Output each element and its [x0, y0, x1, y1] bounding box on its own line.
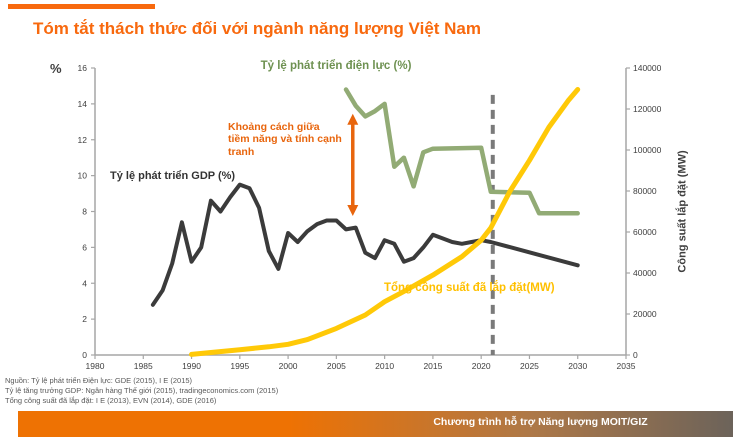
left-tick-label: 14	[78, 99, 88, 109]
x-tick-label: 2000	[279, 361, 298, 371]
footer-bar	[18, 411, 733, 437]
right-tick-label: 140000	[633, 63, 662, 73]
x-tick-label: 1985	[134, 361, 153, 371]
right-tick-label: 40000	[633, 268, 657, 278]
gdp-growth-line	[150, 182, 580, 307]
x-tick-label: 2005	[327, 361, 346, 371]
right-tick-label: 0	[633, 350, 638, 360]
right-axis-title: Công suất lắp đặt (MW)	[676, 150, 689, 273]
left-tick-label: 16	[78, 63, 88, 73]
left-tick-label: 10	[78, 171, 88, 181]
source-note: Nguồn: Tỷ lệ phát triển Điện lực: GDE (2…	[5, 376, 278, 405]
page-title: Tóm tắt thách thức đối với ngành năng lư…	[33, 19, 482, 38]
x-tick-label: 1980	[86, 361, 105, 371]
capacity-series-label: Tổng công suất đã lắp đặt(MW)	[384, 282, 555, 294]
footer-text: Chương trình hỗ trợ Năng lượng MOIT/GIZ	[433, 416, 648, 428]
x-tick-label: 2010	[375, 361, 394, 371]
source-line-3: Tổng công suất đã lắp đặt: I E (2013), E…	[5, 395, 217, 405]
right-tick-label: 100000	[633, 145, 662, 155]
right-tick-label: 80000	[633, 186, 657, 196]
x-tick-label: 1990	[182, 361, 201, 371]
left-tick-label: 6	[82, 242, 87, 252]
gap-arrow-head-up	[347, 113, 359, 125]
electricity-growth-line	[343, 87, 580, 216]
x-tick-label: 2035	[617, 361, 636, 371]
left-tick-label: 12	[78, 135, 88, 145]
left-tick-label: 4	[82, 278, 87, 288]
left-tick-label: 0	[82, 350, 87, 360]
left-axis-unit-label: %	[50, 61, 62, 76]
electricity-series-label: Tỷ lệ phát triển điện lực (%)	[260, 60, 412, 72]
source-line-1: Nguồn: Tỷ lệ phát triển Điện lực: GDE (2…	[5, 376, 193, 385]
gdp-series-label: Tỷ lệ phát triển GDP (%)	[110, 170, 236, 182]
right-tick-label: 60000	[633, 227, 657, 237]
x-tick-label: 1995	[230, 361, 249, 371]
gap-annotation-text: Khoảng cách giữa tiềm năng và tính cạnh …	[228, 121, 342, 158]
right-tick-label: 20000	[633, 309, 657, 319]
left-tick-label: 2	[82, 314, 87, 324]
title-accent-bar	[8, 4, 155, 9]
installed-capacity-line	[189, 87, 581, 357]
x-tick-label: 2015	[423, 361, 442, 371]
gap-arrow-head-down	[347, 204, 359, 216]
x-tick-label: 2030	[568, 361, 587, 371]
right-tick-label: 120000	[633, 104, 662, 114]
x-tick-label: 2020	[472, 361, 491, 371]
source-line-2: Tỷ lệ tăng trưởng GDP: Ngân hàng Thế giớ…	[5, 385, 279, 395]
left-tick-label: 8	[82, 207, 87, 217]
x-tick-label: 2025	[520, 361, 539, 371]
